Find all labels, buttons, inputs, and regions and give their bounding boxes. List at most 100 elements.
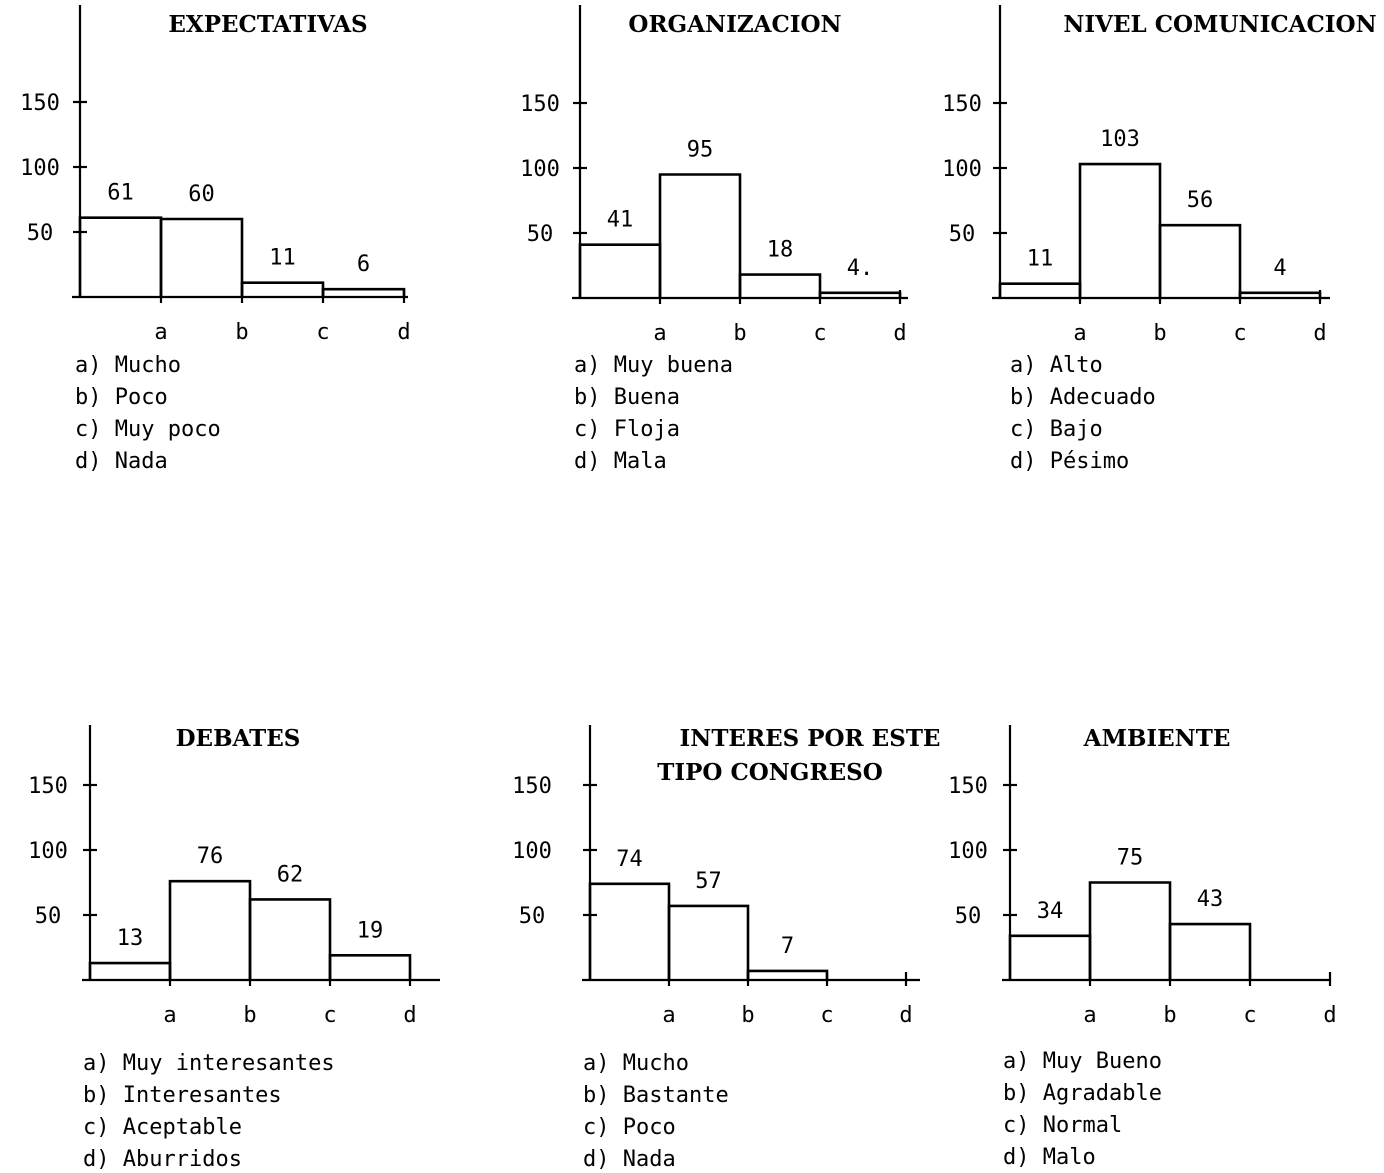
x-tick-label: c [1233, 321, 1246, 346]
y-tick-label: 50 [519, 904, 546, 929]
y-tick-label: 150 [948, 774, 988, 799]
bar [168, 879, 252, 980]
x-tick-label: b [235, 320, 248, 345]
bar-value-label: 57 [695, 869, 722, 894]
bar [1078, 162, 1162, 298]
y-tick-label: 50 [949, 222, 976, 247]
bar [1008, 934, 1092, 980]
bar-value-label: 62 [277, 862, 304, 887]
bar-value-label: 4. [847, 256, 874, 281]
bar [588, 882, 671, 980]
legend-item: a) Muy Bueno [1003, 1049, 1162, 1074]
y-tick-label: 100 [28, 839, 68, 864]
x-tick-label: a [163, 1003, 176, 1028]
y-tick-label: 100 [512, 839, 552, 864]
x-tick-label: d [893, 321, 906, 346]
y-tick-label: 150 [512, 774, 552, 799]
legend-item: d) Nada [75, 449, 168, 474]
legend-item: c) Muy poco [75, 417, 221, 442]
bar-value-label: 13 [117, 926, 144, 951]
legend-item: a) Muy buena [574, 353, 733, 378]
x-tick-label: b [1163, 1003, 1176, 1028]
x-tick-label: d [397, 320, 410, 345]
chart-title: EXPECTATIVAS [168, 11, 367, 38]
legend-item: a) Mucho [583, 1051, 689, 1076]
legend-item: c) Poco [583, 1115, 676, 1140]
bar-value-label: 56 [1187, 188, 1214, 213]
bar-value-label: 18 [767, 238, 794, 263]
y-tick-label: 100 [942, 157, 982, 182]
legend-item: a) Muy interesantes [83, 1051, 335, 1076]
bar [240, 281, 325, 297]
bar [667, 904, 750, 980]
y-tick-label: 100 [520, 157, 560, 182]
chart-title-line2: TIPO CONGRESO [657, 759, 883, 786]
x-tick-label: d [1323, 1003, 1336, 1028]
legend-item: c) Bajo [1010, 417, 1103, 442]
x-tick-label: d [403, 1003, 416, 1028]
x-tick-label: a [1073, 321, 1086, 346]
bar [159, 217, 244, 297]
y-tick-label: 150 [20, 91, 60, 116]
bar [1088, 881, 1172, 980]
legend-item: d) Nada [583, 1147, 676, 1172]
x-tick-label: a [154, 320, 167, 345]
bar [998, 282, 1082, 298]
x-tick-label: b [741, 1003, 754, 1028]
bar-value-label: 4 [1273, 256, 1286, 281]
x-tick-label: c [1243, 1003, 1256, 1028]
bar-value-label: 43 [1197, 887, 1224, 912]
x-tick-label: c [813, 321, 826, 346]
bar [658, 173, 742, 298]
chart-title: DEBATES [176, 725, 301, 752]
x-tick-label: d [899, 1003, 912, 1028]
chart-title: ORGANIZACION [628, 11, 841, 38]
chart-title: NIVEL COMUNICACION [1063, 11, 1376, 38]
bar [88, 961, 172, 980]
bar-value-label: 11 [269, 246, 296, 271]
legend-item: d) Aburridos [83, 1147, 242, 1172]
legend-item: c) Floja [574, 417, 680, 442]
legend-item: a) Alto [1010, 353, 1103, 378]
y-tick-label: 100 [20, 156, 60, 181]
legend-item: b) Bastante [583, 1083, 729, 1108]
y-tick-label: 50 [35, 904, 62, 929]
legend-item: c) Aceptable [83, 1115, 242, 1140]
y-tick-label: 100 [948, 839, 988, 864]
bar-value-label: 34 [1037, 899, 1064, 924]
bar-value-label: 6 [357, 252, 370, 277]
chart-title: AMBIENTE [1083, 725, 1231, 752]
bar-value-label: 74 [616, 847, 643, 872]
x-tick-label: c [316, 320, 329, 345]
bar-value-label: 75 [1117, 846, 1144, 871]
legend-item: d) Malo [1003, 1145, 1096, 1170]
bar [78, 216, 163, 297]
x-tick-label: b [733, 321, 746, 346]
y-tick-label: 50 [955, 904, 982, 929]
legend-item: a) Mucho [75, 353, 181, 378]
legend-item: b) Interesantes [83, 1083, 282, 1108]
y-tick-label: 150 [28, 774, 68, 799]
legend-item: b) Poco [75, 385, 168, 410]
x-tick-label: c [820, 1003, 833, 1028]
bar [578, 243, 662, 298]
y-tick-label: 150 [942, 92, 982, 117]
bar-value-label: 61 [107, 181, 134, 206]
bar-value-label: 7 [781, 934, 794, 959]
bar [321, 287, 406, 297]
bar-value-label: 95 [687, 138, 714, 163]
x-tick-label: b [1153, 321, 1166, 346]
bar-value-label: 76 [197, 844, 224, 869]
legend-item: b) Buena [574, 385, 680, 410]
bar [1168, 922, 1252, 980]
x-tick-label: a [653, 321, 666, 346]
legend-item: d) Pésimo [1010, 449, 1129, 474]
bar-value-label: 11 [1027, 247, 1054, 272]
y-tick-label: 150 [520, 92, 560, 117]
bar [1158, 223, 1242, 298]
legend-item: c) Normal [1003, 1113, 1122, 1138]
bar [746, 969, 829, 980]
bar [738, 273, 822, 298]
legend-item: b) Agradable [1003, 1081, 1162, 1106]
bar-value-label: 19 [357, 918, 384, 943]
